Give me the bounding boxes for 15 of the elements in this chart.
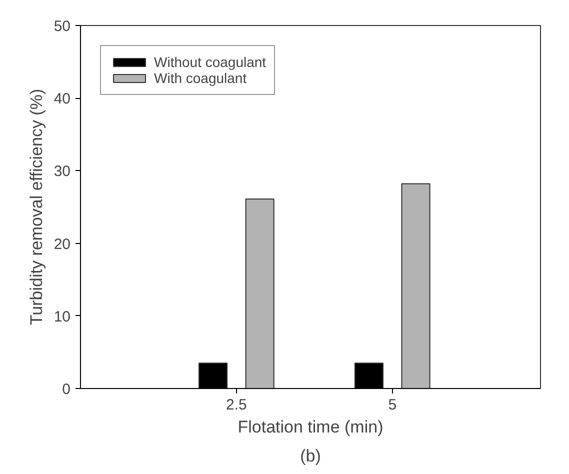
y-tick-label: 20 — [54, 236, 71, 253]
x-axis-title: Flotation time (min) — [238, 418, 384, 436]
legend-label: Without coagulant — [154, 54, 266, 70]
y-axis-title: Turbidity removal efficiency (%) — [26, 88, 46, 326]
bar — [401, 183, 430, 388]
y-tick-label: 0 — [62, 381, 70, 398]
y-tick-label: 10 — [54, 308, 71, 326]
y-tick-label: 50 — [54, 18, 71, 35]
x-tick-label: 5 — [388, 396, 397, 414]
text: (b) — [300, 446, 321, 466]
x-tick-label: 2.5 — [226, 396, 247, 414]
bar — [245, 198, 274, 388]
y-tick-label: 40 — [54, 90, 71, 108]
legend-label: With coagulant — [154, 70, 247, 86]
y-tick-label: 30 — [54, 163, 71, 180]
